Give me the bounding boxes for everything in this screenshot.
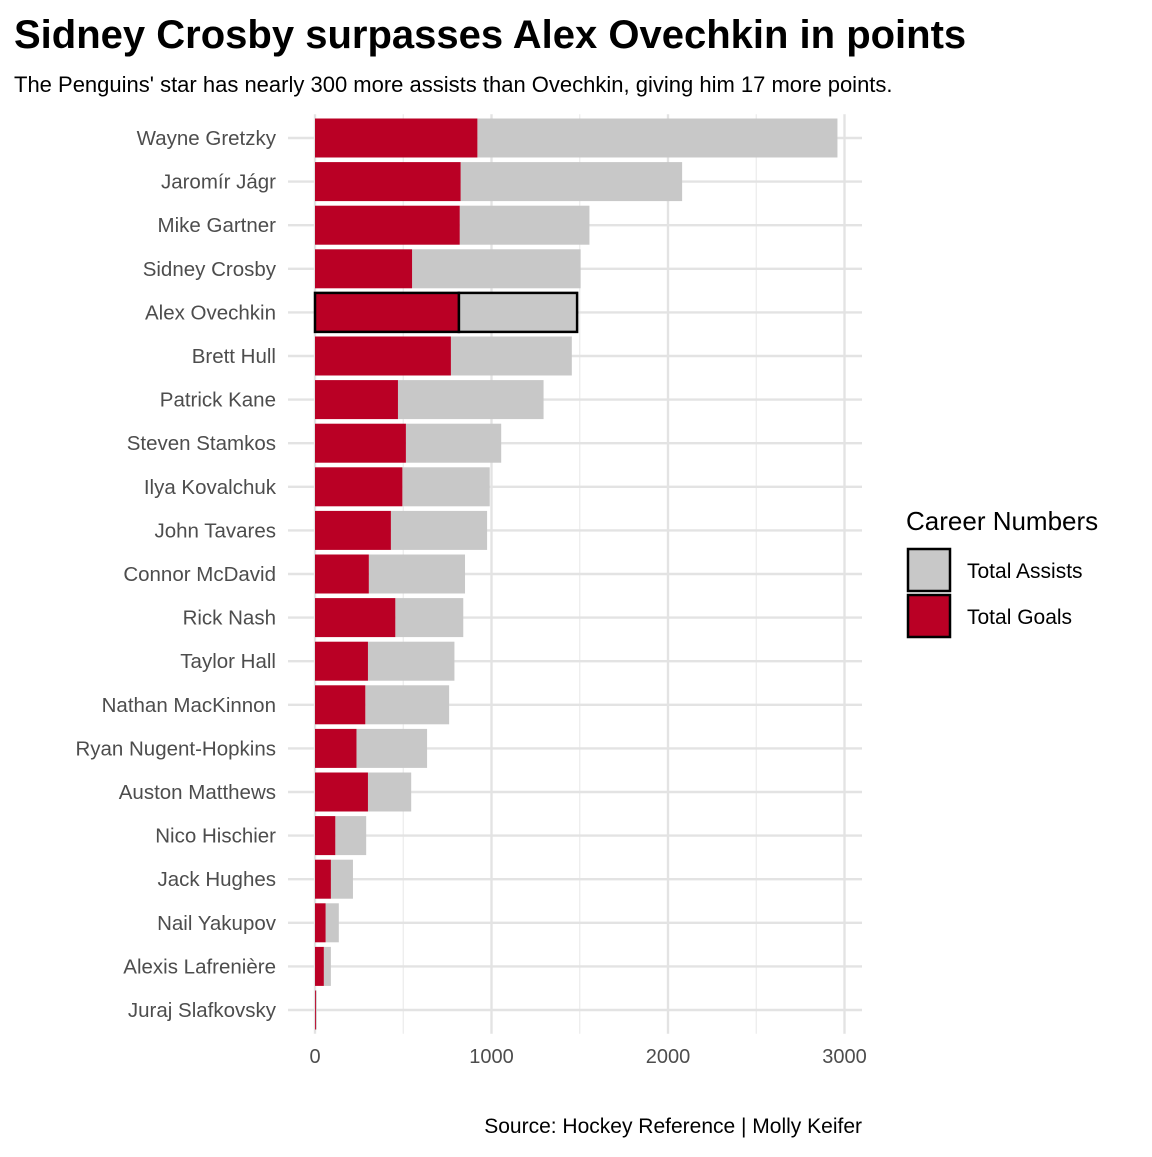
category-label-alex-ovechkin: Alex Ovechkin — [145, 301, 276, 324]
category-label-mike-gartner: Mike Gartner — [158, 214, 277, 237]
bar-assists-steven-stamkos — [405, 423, 502, 463]
category-label-steven-stamkos: Steven Stamkos — [127, 432, 276, 455]
category-label-jack-hughes: Jack Hughes — [157, 868, 276, 891]
bar-assists-alexis-lafreniere — [323, 946, 331, 986]
legend-label-total-goals: Total Goals — [967, 606, 1072, 629]
bar-goals-mike-gartner — [315, 205, 460, 245]
legend-swatch-total-goals — [906, 593, 952, 639]
category-label-juraj-slafkovsky: Juraj Slafkovsky — [128, 999, 277, 1022]
bar-assists-ilya-kovalchuk — [402, 467, 490, 507]
category-label-nico-hischier: Nico Hischier — [155, 825, 276, 848]
bar-assists-john-tavares — [390, 510, 488, 550]
bar-assists-nathan-mackinnon — [365, 685, 450, 725]
category-label-jaromir-jagr: Jaromír Jágr — [161, 171, 276, 194]
bars — [313, 118, 838, 1030]
bar-assists-connor-mcdavid — [368, 554, 466, 594]
bar-goals-alex-ovechkin — [313, 291, 461, 334]
bar-goals-steven-stamkos — [315, 423, 406, 463]
category-label-auston-matthews: Auston Matthews — [119, 781, 276, 804]
bar-assists-mike-gartner — [459, 205, 590, 245]
category-label-john-tavares: John Tavares — [154, 519, 276, 542]
category-label-brett-hull: Brett Hull — [192, 345, 276, 368]
bar-goals-connor-mcdavid — [315, 554, 369, 594]
category-label-nail-yakupov: Nail Yakupov — [157, 912, 277, 935]
chart-subtitle: The Penguins' star has nearly 300 more a… — [14, 72, 893, 97]
x-tick-label: 1000 — [469, 1046, 514, 1068]
category-label-ryan-nugent-hopkins: Ryan Nugent-Hopkins — [75, 737, 276, 760]
bar-goals-sidney-crosby — [315, 249, 413, 289]
bar-assists-ryan-nugent-hopkins — [356, 728, 428, 768]
bar-assists-jaromir-jagr — [460, 162, 683, 202]
bar-goals-wayne-gretzky — [315, 118, 478, 158]
bar-assists-auston-matthews — [367, 772, 412, 812]
category-labels: Wayne Gretzky Jaromír Jágr Mike Gartner Sid… — [75, 127, 276, 1022]
bar-assists-nico-hischier — [335, 816, 367, 856]
bar-assists-rick-nash — [395, 598, 464, 638]
bar-goals-patrick-kane — [315, 380, 398, 420]
legend-label-total-assists: Total Assists — [967, 560, 1083, 583]
bar-goals-nico-hischier — [315, 816, 336, 856]
category-label-alexis-lafreniere: Alexis Lafrenière — [123, 955, 276, 978]
bar-goals-taylor-hall — [315, 641, 368, 681]
bar-assists-nail-yakupov — [325, 903, 339, 943]
bar-goals-nathan-mackinnon — [315, 685, 366, 725]
bar-assists-wayne-gretzky — [477, 118, 838, 158]
bar-goals-nail-yakupov — [315, 903, 326, 943]
bar-goals-jack-hughes — [315, 859, 331, 899]
chart-caption: Source: Hockey Reference | Molly Keifer — [484, 1115, 862, 1138]
bar-goals-john-tavares — [315, 510, 391, 550]
bar-goals-juraj-slafkovsky — [315, 990, 316, 1030]
category-label-sidney-crosby: Sidney Crosby — [143, 258, 277, 281]
category-label-wayne-gretzky: Wayne Gretzky — [137, 127, 277, 150]
x-tick-label: 0 — [309, 1046, 320, 1068]
category-label-nathan-mackinnon: Nathan MacKinnon — [102, 694, 276, 717]
legend-title: Career Numbers — [906, 506, 1098, 536]
bar-goals-ilya-kovalchuk — [315, 467, 403, 507]
legend-swatch-total-assists — [906, 547, 952, 593]
bar-assists-patrick-kane — [397, 380, 544, 420]
category-label-taylor-hall: Taylor Hall — [180, 650, 276, 673]
category-label-patrick-kane: Patrick Kane — [160, 389, 276, 412]
bar-goals-auston-matthews — [315, 772, 368, 812]
category-label-connor-mcdavid: Connor McDavid — [123, 563, 276, 586]
bar-goals-jaromir-jagr — [315, 162, 461, 202]
x-tick-label: 3000 — [822, 1046, 867, 1068]
bar-goals-rick-nash — [315, 598, 396, 638]
category-label-ilya-kovalchuk: Ilya Kovalchuk — [144, 476, 277, 499]
bar-assists-sidney-crosby — [412, 249, 581, 289]
bar-assists-jack-hughes — [330, 859, 353, 899]
bar-goals-ryan-nugent-hopkins — [315, 728, 357, 768]
bar-assists-brett-hull — [450, 336, 572, 376]
bar-assists-taylor-hall — [367, 641, 455, 681]
category-label-rick-nash: Rick Nash — [183, 607, 276, 630]
x-tick-label: 2000 — [646, 1046, 691, 1068]
bar-assists-juraj-slafkovsky — [315, 990, 317, 1030]
bar-assists-alex-ovechkin — [457, 291, 579, 334]
legend: Career Numbers Total Assists Total Goals — [906, 506, 1098, 639]
chart-title: Sidney Crosby surpasses Alex Ovechkin in… — [14, 13, 966, 57]
bar-goals-brett-hull — [315, 336, 451, 376]
bar-goals-alexis-lafreniere — [315, 946, 324, 986]
x-axis-tick-labels: 0 1000 2000 3000 — [309, 1046, 866, 1068]
